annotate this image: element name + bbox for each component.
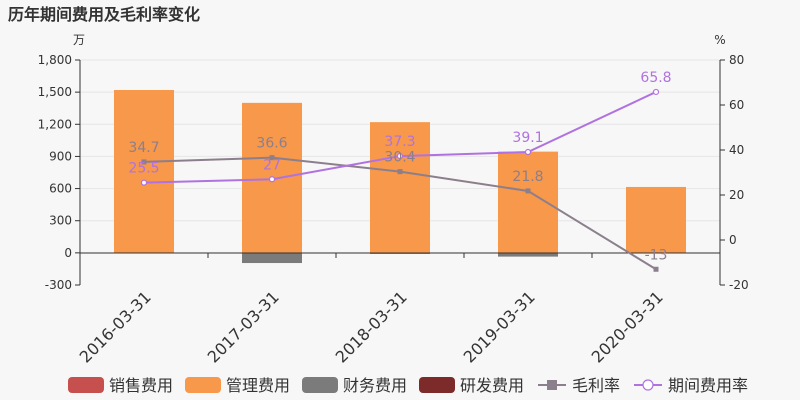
series-1-point xyxy=(653,266,659,272)
legend-marker-6 xyxy=(642,379,654,391)
left-axis-tick-label: 300 xyxy=(49,214,72,228)
x-axis-tick-label: 2020-03-31 xyxy=(588,287,667,366)
series-1-data-label: 21.8 xyxy=(512,169,543,185)
right-axis-tick-label: 40 xyxy=(729,143,744,157)
left-axis-tick-label: 1,500 xyxy=(38,85,72,99)
left-axis-tick-label: 0 xyxy=(64,246,72,260)
legend-swatch-3 xyxy=(302,377,338,393)
right-axis-tick-label: 80 xyxy=(729,53,744,67)
x-axis-tick-label: 2017-03-31 xyxy=(204,287,283,366)
right-axis-tick-label: 0 xyxy=(729,233,737,247)
bar-3-2017-03-31 xyxy=(242,252,302,264)
series-2-point xyxy=(268,176,276,183)
series-1-data-label: 36.6 xyxy=(256,136,287,152)
right-axis-tick-label: -20 xyxy=(729,278,749,292)
data-label-layer: 34.7 36.6 30.4 21.8 -13 25.5 27 37.3 39.1 65.8 xyxy=(128,70,671,263)
series-1-data-label: 34.7 xyxy=(128,140,159,156)
bar-2-2018-03-31 xyxy=(370,122,430,253)
series-1-point xyxy=(397,169,403,175)
series-2-point xyxy=(652,88,660,96)
series-1-data-label: 30.4 xyxy=(384,150,415,166)
bar-3-2019-03-31 xyxy=(498,252,558,257)
series-2-data-label: 39.1 xyxy=(512,130,543,146)
series-2-point xyxy=(524,148,532,156)
x-axis-tick-label: 2018-03-31 xyxy=(332,287,411,366)
bar-layer xyxy=(114,90,686,264)
right-axis-tick-label: 20 xyxy=(729,188,744,202)
x-axis-tick-label: 2019-03-31 xyxy=(460,287,539,366)
legend-swatch-1 xyxy=(68,377,104,393)
bar-2-2016-03-31 xyxy=(114,90,174,253)
legend-label-2: 管理费用 xyxy=(226,376,290,395)
series-2-point xyxy=(396,152,404,160)
chart-title: 历年期间费用及毛利率变化 xyxy=(8,5,200,24)
right-axis-unit: % xyxy=(714,33,725,47)
left-axis-tick-label: 600 xyxy=(49,182,72,196)
bar-2-2019-03-31 xyxy=(498,151,558,253)
legend: 销售费用 管理费用 财务费用 研发费用 毛利率 期间费用率 xyxy=(68,376,748,395)
series-1-point xyxy=(269,155,275,161)
legend-label-1: 销售费用 xyxy=(109,376,173,395)
series-2-data-label: 27 xyxy=(263,157,281,173)
left-axis-tick-label: 1,200 xyxy=(38,117,72,131)
line-layer xyxy=(140,88,660,272)
legend-label-4: 研发费用 xyxy=(460,376,524,395)
series-2-point xyxy=(140,179,148,186)
legend-marker-5 xyxy=(547,380,557,390)
series-1-point xyxy=(525,188,531,194)
series-2-data-label: 65.8 xyxy=(640,70,671,86)
x-axis-tick-label: 2016-03-31 xyxy=(76,287,155,366)
series-2-data-label: 25.5 xyxy=(128,161,159,177)
legend-label-6: 期间费用率 xyxy=(668,376,748,395)
series-1-point xyxy=(141,159,147,165)
legend-label-5: 毛利率 xyxy=(572,376,620,395)
bar-2-2020-03-31 xyxy=(626,186,686,253)
left-axis-tick-label: 1,800 xyxy=(38,53,72,67)
right-axis-tick-label: 60 xyxy=(729,98,744,112)
left-axis-tick-label: -300 xyxy=(45,278,72,292)
left-axis-tick-label: 900 xyxy=(49,149,72,163)
series-1-data-label: -13 xyxy=(645,247,668,263)
left-axis-unit: 万 xyxy=(73,33,85,47)
legend-swatch-2 xyxy=(185,377,221,393)
legend-swatch-4 xyxy=(419,377,455,393)
legend-label-3: 财务费用 xyxy=(343,376,407,395)
series-2-data-label: 37.3 xyxy=(384,134,415,150)
